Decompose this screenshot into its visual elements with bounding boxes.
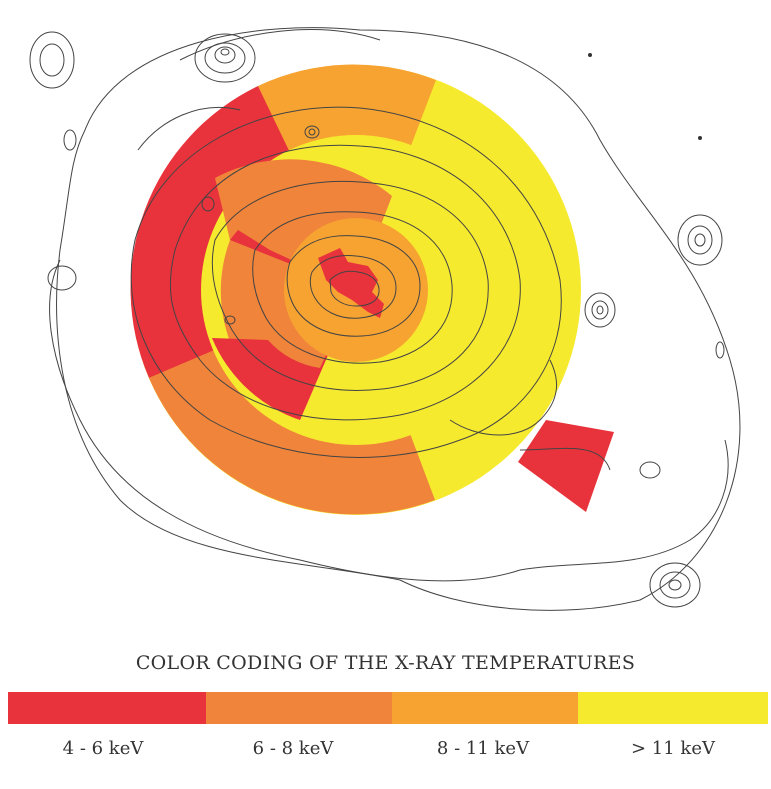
legend-label: 6 - 8 keV xyxy=(252,738,334,759)
legend-swatch-8-11kev xyxy=(392,692,578,724)
core-hot-region xyxy=(318,248,384,318)
legend-swatch-6-8kev xyxy=(206,692,392,724)
legend-swatch-4-6kev xyxy=(8,692,206,724)
legend-title: COLOR CODING OF THE X-RAY TEMPERATURES xyxy=(135,652,636,674)
inner-contours xyxy=(130,106,611,471)
legend-labels: 4 - 6 keV 6 - 8 keV 8 - 11 keV > 11 keV xyxy=(8,738,768,759)
temperature-map xyxy=(29,27,741,611)
legend-swatch-over-11kev xyxy=(578,692,768,724)
detached-hot-wedge xyxy=(518,420,614,512)
legend-color-bar xyxy=(8,692,768,724)
middle-wedge-upper-left xyxy=(230,230,356,290)
legend-label: > 11 keV xyxy=(631,738,715,759)
middle-wedge-lower-left xyxy=(212,290,356,420)
point-source-contours xyxy=(29,31,725,608)
outer-contours xyxy=(49,27,741,611)
dot xyxy=(698,136,702,140)
dot xyxy=(588,53,592,57)
legend-label: 8 - 11 keV xyxy=(436,738,530,759)
legend-label: 4 - 6 keV xyxy=(62,738,144,759)
